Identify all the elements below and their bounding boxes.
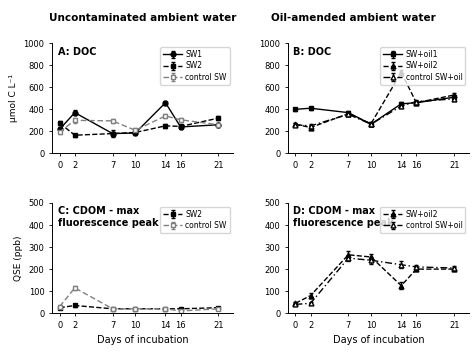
Text: C: CDOM - max
fluorescence peak: C: CDOM - max fluorescence peak	[57, 206, 158, 228]
Text: A: DOC: A: DOC	[57, 46, 96, 57]
Legend: SW+oil1, SW+oil2, control SW+oil: SW+oil1, SW+oil2, control SW+oil	[380, 47, 465, 85]
Legend: SW1, SW2, control SW: SW1, SW2, control SW	[160, 47, 230, 85]
Text: D: CDOM - max
fluorescence peak: D: CDOM - max fluorescence peak	[293, 206, 394, 228]
Y-axis label: μmol C L⁻¹: μmol C L⁻¹	[9, 74, 18, 122]
X-axis label: Days of incubation: Days of incubation	[97, 336, 189, 345]
X-axis label: Days of incubation: Days of incubation	[333, 336, 424, 345]
Legend: SW2, control SW: SW2, control SW	[160, 207, 230, 233]
Legend: SW+oil2, control SW+oil: SW+oil2, control SW+oil	[380, 207, 465, 233]
Text: Oil-amended ambient water: Oil-amended ambient water	[271, 13, 436, 23]
Text: B: DOC: B: DOC	[293, 46, 332, 57]
Y-axis label: QSE (ppb): QSE (ppb)	[14, 235, 23, 281]
Text: Uncontaminated ambient water: Uncontaminated ambient water	[48, 13, 236, 23]
